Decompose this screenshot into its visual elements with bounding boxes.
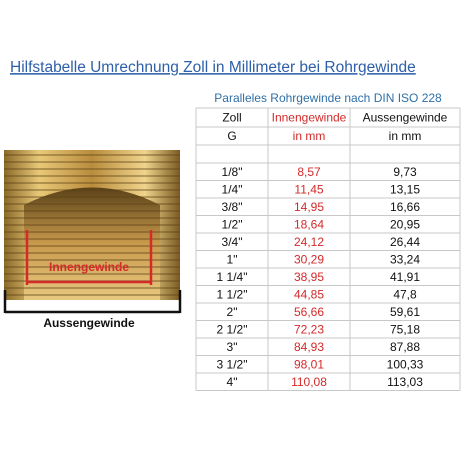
fitting-image: Innengewinde Aussengewinde [0,150,190,340]
table-cell: 8,57 [297,165,321,179]
table-cell: 33,24 [390,252,420,266]
table-cell: 2 1/2" [217,322,248,336]
image-background [0,300,190,340]
table-cell: 113,03 [387,375,423,389]
table-cell: 98,01 [294,357,324,371]
table-cell: 100,33 [387,357,424,371]
table-cell: 75,18 [390,322,420,336]
table-cell: 1 1/4" [217,270,248,284]
table-cell: 1/2" [222,217,243,231]
table-cell: 3" [227,340,238,354]
table-cell: 110,08 [291,375,327,389]
fitting-inner-threads [24,187,160,300]
table-cell: 59,61 [390,305,420,319]
table-cell: 1" [227,252,238,266]
outer-label: Aussengewinde [43,316,135,330]
header-cell: in mm [389,129,422,143]
inner-bracket [25,230,153,285]
header-cell: in mm [293,129,326,143]
table-cell: 13,15 [390,182,420,196]
table-cell: 38,95 [294,270,324,284]
table-cell: 41,91 [390,270,420,284]
table-cell: 20,95 [390,217,420,231]
table-cell: 44,85 [294,287,324,301]
table-cell: 2" [227,305,238,319]
table-cell: 9,73 [393,165,417,179]
header-cell: G [227,129,236,143]
table-cell: 84,93 [294,340,324,354]
header-cell: Zoll [222,111,241,125]
table-cell: 56,66 [294,305,324,319]
table-cell: 14,95 [294,200,324,214]
table-cell: 1/8" [222,165,243,179]
table-caption: Paralleles Rohrgewinde nach DIN ISO 228 [214,91,442,105]
header-cell: Innengewinde [272,111,347,125]
table-cell: 26,44 [390,235,420,249]
table-cell: 24,12 [294,235,324,249]
table-cell: 4" [227,375,238,389]
table-cell: 87,88 [390,340,420,354]
table-cell: 3/4" [222,235,243,249]
table-cell: 47,8 [393,287,417,301]
table-cell: 11,45 [294,182,323,196]
table: Paralleles Rohrgewinde nach DIN ISO 228 Z… [195,91,461,391]
inner-label: Innengewinde [49,260,129,274]
table-cell: 3 1/2" [217,357,248,371]
page-title: Hilfstabelle Umrechnung Zoll in Millimet… [10,59,416,76]
outer-bracket [3,290,182,314]
table-cell: 16,66 [390,200,420,214]
table-cell: 1 1/2" [217,287,248,301]
table-cell: 1/4" [222,182,243,196]
header-cell: Aussengewinde [363,111,448,125]
table-cell: 72,23 [294,322,324,336]
table-cell: 18,64 [294,217,324,231]
table-cell: 30,29 [294,252,324,266]
table-cell: 3/8" [222,200,243,214]
